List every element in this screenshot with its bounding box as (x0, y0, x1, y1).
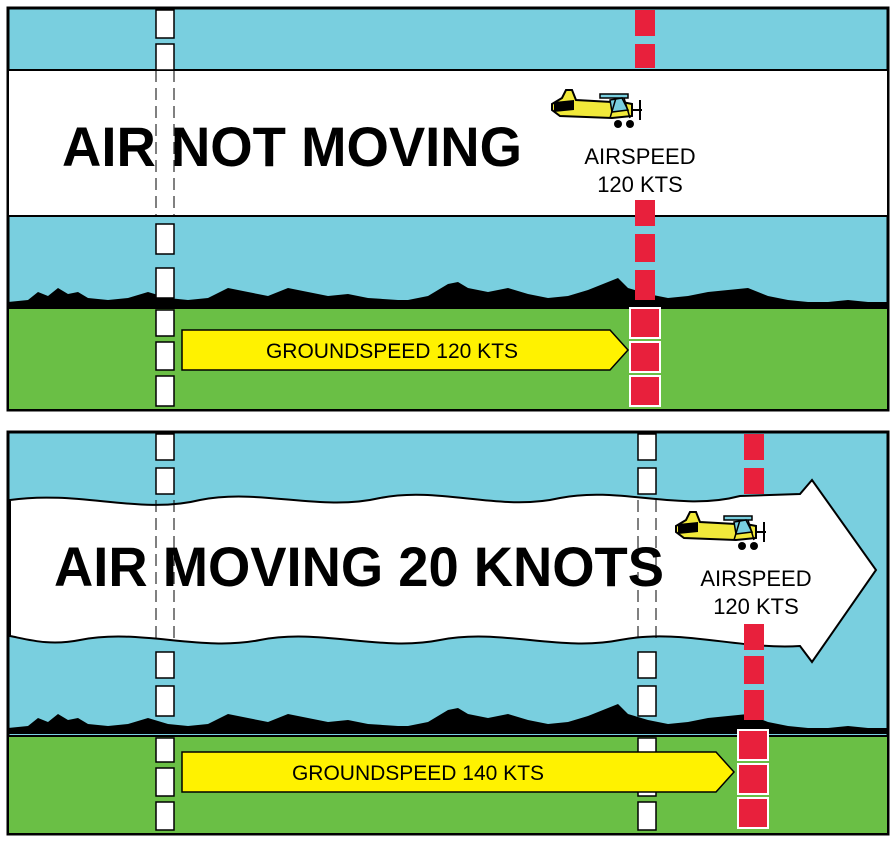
panel-title: AIR MOVING 20 KNOTS (54, 535, 664, 598)
reference-marker-red (629, 10, 661, 407)
airspeed-label: AIRSPEED (700, 566, 811, 591)
groundspeed-label: GROUNDSPEED 120 KTS (266, 340, 518, 363)
panel-air-not-moving: AIR NOT MOVING AIRSPEED 120 KTS GROUNDSP… (6, 6, 890, 412)
groundspeed-arrow (181, 751, 736, 793)
panel-air-moving: AIR MOVING 20 KNOTS AIRSPEED 120 KTS GRO… (6, 430, 890, 836)
still-air-band (7, 69, 889, 217)
groundspeed-arrow (181, 329, 630, 371)
airspeed-value: 120 KTS (597, 172, 683, 197)
reference-marker-left (155, 9, 175, 407)
groundspeed-label: GROUNDSPEED 140 KTS (292, 762, 544, 785)
reference-marker-red (737, 434, 769, 829)
reference-marker-left (155, 433, 175, 831)
airspeed-label: AIRSPEED (584, 144, 695, 169)
panel-title: AIR NOT MOVING (62, 115, 522, 178)
airspeed-value: 120 KTS (713, 594, 799, 619)
wind-arrow-icon (9, 478, 878, 664)
